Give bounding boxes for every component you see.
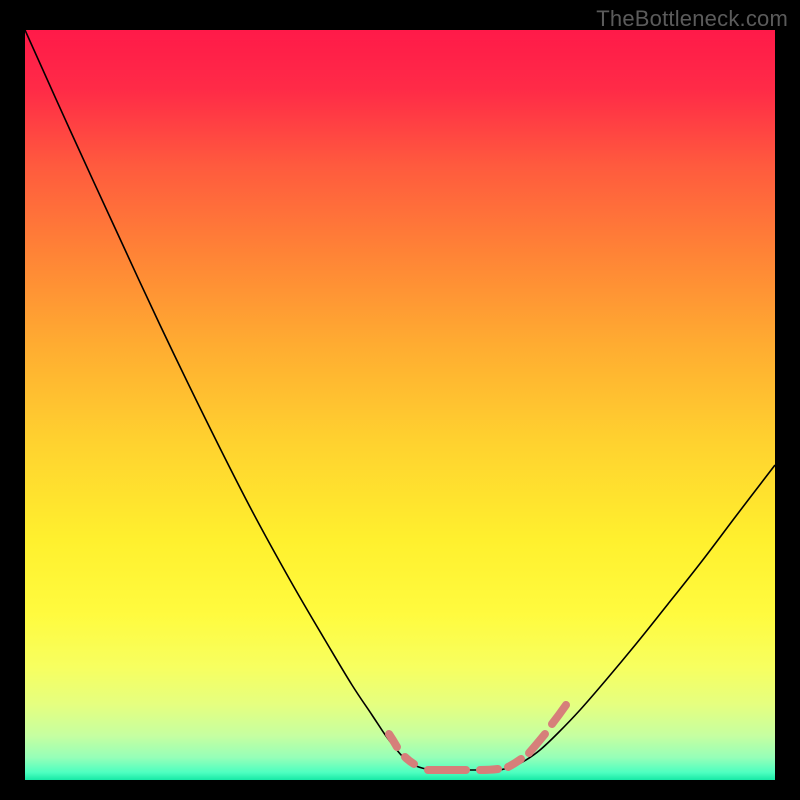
chart-frame: { "watermark": { "text": "TheBottleneck.…: [0, 0, 800, 800]
plot-background: [25, 30, 775, 780]
watermark-text: TheBottleneck.com: [596, 6, 788, 32]
highlight-dash-3: [480, 769, 498, 770]
bottleneck-chart: [0, 0, 800, 800]
